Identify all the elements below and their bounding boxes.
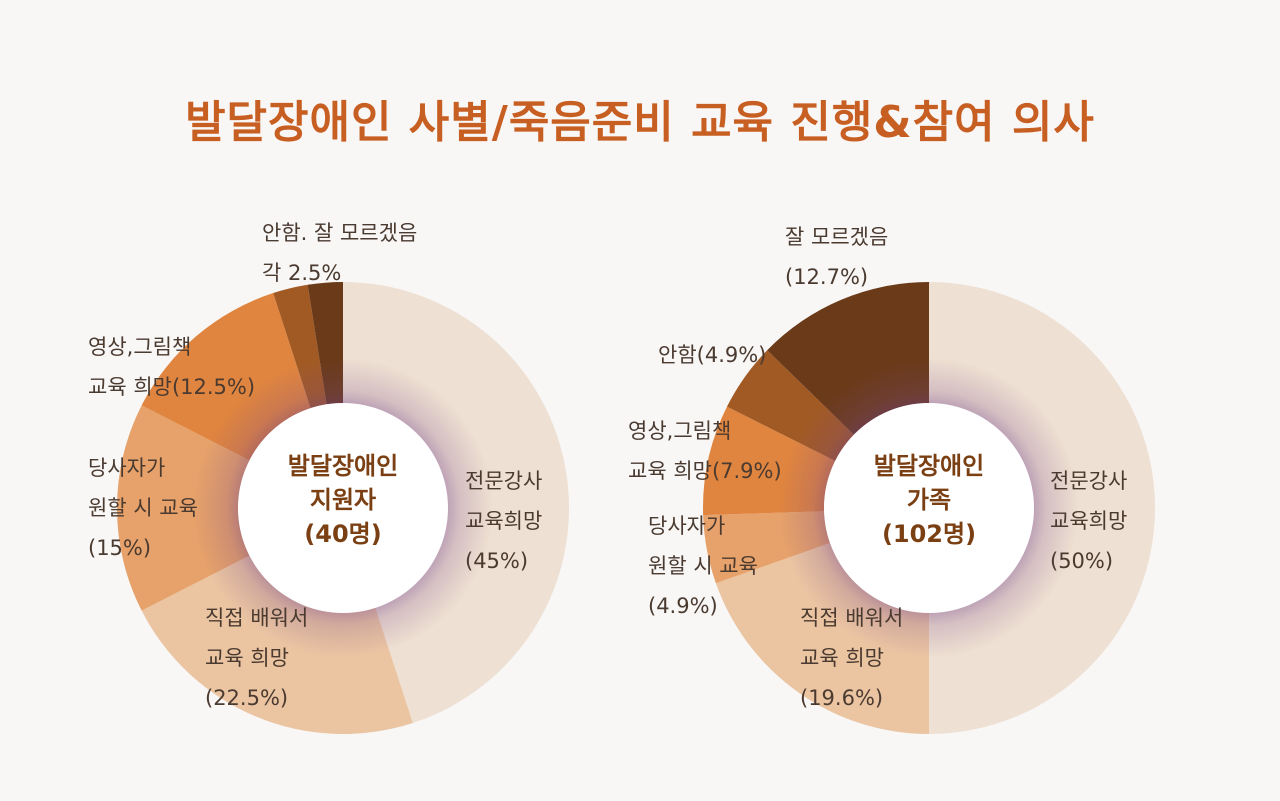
slice-label: (22.5%) <box>205 686 288 710</box>
slice-label: 교육 희망(12.5%) <box>88 375 255 399</box>
slice-label: 영상,그림책 <box>88 335 191 359</box>
slice-label: 잘 모르겠음 <box>785 225 888 249</box>
slice-label: 교육희망 <box>1050 509 1127 533</box>
slice-label: 교육 희망 <box>205 646 289 670</box>
center-label-line: 발달장애인 <box>874 452 984 480</box>
donut-hole <box>238 403 448 613</box>
slice-label: (4.9%) <box>648 594 718 618</box>
slice-label: 직접 배워서 <box>205 606 308 630</box>
slice-label: 영상,그림책 <box>628 419 731 443</box>
donut-hole <box>824 403 1034 613</box>
chart-title: 발달장애인 사별/죽음준비 교육 진행&참여 의사 <box>185 97 1095 148</box>
slice-label: 교육희망 <box>465 509 542 533</box>
center-label-line: (102명) <box>882 520 976 548</box>
slice-label: (45%) <box>465 549 528 573</box>
slice-label: 안함. 잘 모르겠음 <box>262 221 417 245</box>
slice-label: 각 2.5% <box>262 261 341 285</box>
donut-slice <box>141 555 413 734</box>
slice-label: (15%) <box>88 536 151 560</box>
center-label-line: 지원자 <box>310 486 376 514</box>
slice-label: 안함(4.9%) <box>658 343 766 367</box>
slice-label: 직접 배워서 <box>800 606 903 630</box>
slice-label: 원할 시 교육 <box>648 554 758 578</box>
slice-label: 교육 희망 <box>800 646 884 670</box>
donut-slice <box>715 542 929 734</box>
center-label-line: 발달장애인 <box>288 452 398 480</box>
slice-label: 당사자가 <box>88 456 165 480</box>
slice-label: (19.6%) <box>800 686 883 710</box>
slice-label: 전문강사 <box>1050 469 1127 493</box>
slice-label: (12.7%) <box>785 265 868 289</box>
slice-label: 원할 시 교육 <box>88 496 198 520</box>
slice-label: (50%) <box>1050 549 1113 573</box>
center-label-line: (40명) <box>304 520 381 548</box>
slice-label: 전문강사 <box>465 469 542 493</box>
slice-label: 교육 희망(7.9%) <box>628 459 782 483</box>
slice-label: 당사자가 <box>648 514 725 538</box>
center-label-line: 가족 <box>907 486 951 514</box>
